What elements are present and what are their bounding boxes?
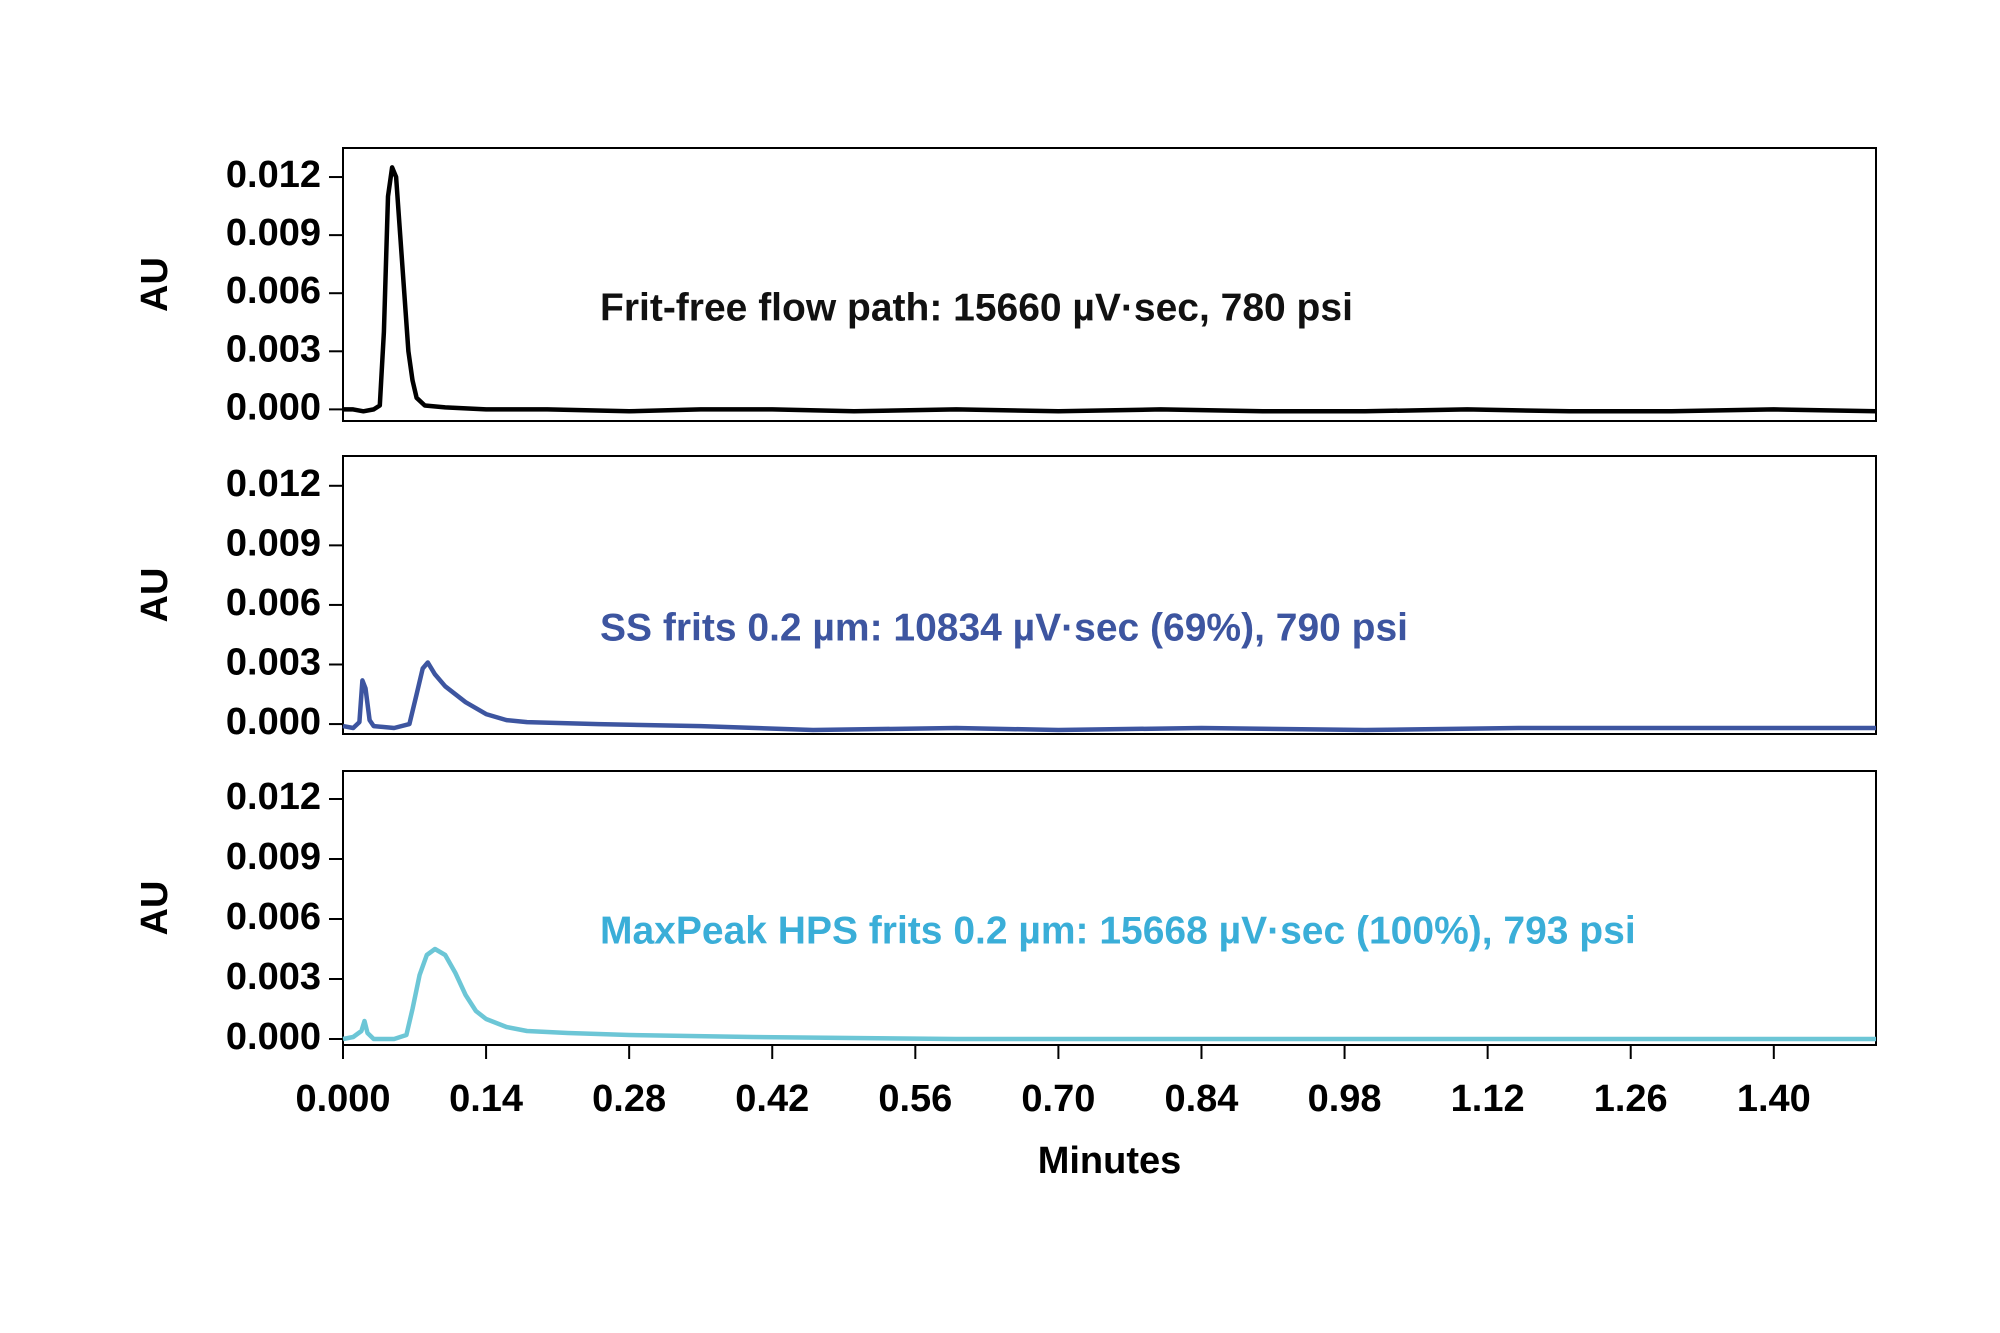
x-tick-label: 1.40 [1737, 1078, 1811, 1120]
trace [343, 165, 1877, 414]
y-tick-label: 0.012 [226, 154, 321, 196]
trace [342, 946, 1876, 1042]
y-tick-label: 0.003 [226, 956, 321, 998]
annotation: SS frits 0.2 µm: 10834 µV·sec (69%), 790… [600, 606, 1408, 649]
y-tick-label: 0.000 [226, 1016, 321, 1058]
y-tick-label: 0.003 [226, 642, 321, 684]
y-tick-label: 0.006 [226, 582, 321, 624]
x-axis-label: Minutes [1038, 1140, 1182, 1182]
y-tick-label: 0.012 [226, 776, 321, 818]
y-tick-label: 0.009 [226, 522, 321, 564]
y-tick-label: 0.009 [226, 212, 321, 254]
x-tick-label: 0.28 [592, 1078, 666, 1120]
plot-frame [342, 147, 1877, 422]
y-axis-label: AU [134, 257, 176, 312]
x-tick-label: 0.98 [1308, 1078, 1382, 1120]
x-tick-label: 0.56 [878, 1078, 952, 1120]
x-tick-label: 0.14 [449, 1078, 523, 1120]
x-tick-label: 0.42 [735, 1078, 809, 1120]
x-tick-label: 1.26 [1594, 1078, 1668, 1120]
x-tick-label: 0.84 [1164, 1078, 1238, 1120]
x-tick-label: 0.000 [295, 1078, 390, 1120]
y-tick-label: 0.009 [226, 836, 321, 878]
x-tick-label: 0.70 [1021, 1078, 1095, 1120]
plot-frame [342, 770, 1877, 1046]
y-axis-label: AU [134, 881, 176, 936]
y-tick-label: 0.003 [226, 328, 321, 370]
y-tick-label: 0.000 [226, 701, 321, 743]
plot-frame [342, 455, 1877, 735]
y-tick-label: 0.012 [226, 463, 321, 505]
y-tick-label: 0.000 [226, 386, 321, 428]
y-axis-label: AU [134, 568, 176, 623]
y-tick-label: 0.006 [226, 896, 321, 938]
y-tick-label: 0.006 [226, 270, 321, 312]
x-tick-label: 1.12 [1451, 1078, 1525, 1120]
annotation: Frit-free flow path: 15660 µV·sec, 780 p… [600, 286, 1353, 329]
trace [342, 660, 1876, 733]
annotation: MaxPeak HPS frits 0.2 µm: 15668 µV·sec (… [600, 909, 1636, 952]
